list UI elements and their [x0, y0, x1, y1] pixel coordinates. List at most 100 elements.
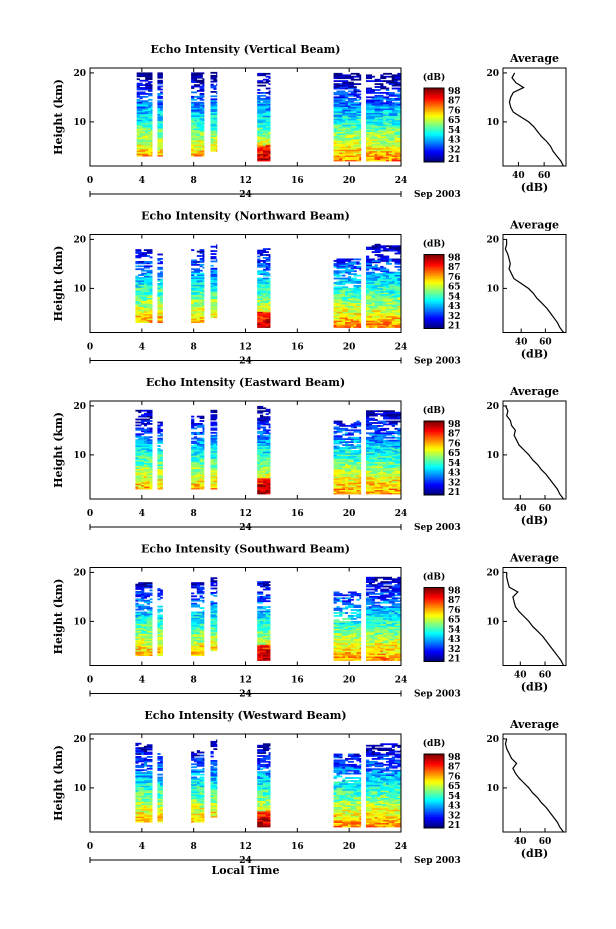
heatmap-cell [210, 446, 214, 449]
heatmap-cell [333, 87, 337, 90]
heatmap-cell [157, 150, 161, 153]
heatmap-cell [397, 292, 402, 295]
heatmap-cell [135, 794, 145, 797]
heatmap-cell [149, 318, 153, 321]
heatmap-cell [193, 642, 198, 645]
heatmap-cell [136, 119, 143, 122]
heatmap-cell [336, 265, 346, 268]
heatmap-cell [202, 315, 205, 318]
heatmap-cell [145, 131, 149, 133]
heatmap-cell [141, 448, 145, 450]
heatmap-cell [345, 444, 354, 446]
heatmap-cell [257, 287, 261, 290]
heatmap-cell [157, 109, 161, 111]
heatmap-cell [210, 148, 217, 151]
heatmap-cell [257, 127, 264, 130]
heatmap-cell [213, 468, 217, 471]
heatmap-cell [383, 111, 390, 113]
heatmap-cell [350, 472, 357, 474]
heatmap-cell [391, 425, 395, 427]
heatmap-cell [339, 137, 343, 140]
heatmap-cell [345, 112, 354, 115]
heatmap-cell [148, 103, 153, 106]
heatmap-cell [383, 115, 390, 118]
heatmap-cell [260, 305, 269, 308]
heatmap-cell [333, 292, 343, 295]
heatmap-cell [388, 587, 395, 589]
heatmap-cell [356, 258, 360, 261]
heatmap-cell [268, 90, 271, 93]
heatmap-cell [191, 585, 195, 587]
heatmap-cell [202, 303, 205, 306]
heatmap-cell [157, 652, 163, 655]
heatmap-cell [391, 324, 401, 327]
heatmap-cell [388, 656, 398, 658]
heatmap-cell [397, 317, 402, 320]
heatmap-cell [371, 114, 381, 116]
heatmap-cell [210, 487, 218, 490]
heatmap-cell [359, 158, 362, 160]
heatmap-cell [216, 477, 218, 480]
heatmap-cell [196, 319, 200, 322]
heatmap-cell [388, 308, 398, 311]
heatmap-cell [141, 449, 148, 452]
heatmap-cell [143, 452, 150, 455]
heatmap-cell [380, 86, 387, 88]
heatmap-cell [265, 419, 271, 421]
heatmap-cell [268, 616, 271, 619]
colorbar-swatch [424, 108, 444, 111]
colorbar-swatch [424, 433, 444, 437]
heatmap-cell [268, 644, 271, 647]
heatmap-cell [366, 591, 372, 594]
heatmap-cell [135, 817, 142, 820]
heatmap-cell [333, 601, 337, 604]
heatmap-cell [148, 129, 152, 132]
colorbar-swatch [424, 624, 444, 627]
heatmap-cell [143, 462, 153, 465]
heatmap-cell [377, 466, 384, 468]
heatmap-cell [388, 108, 395, 110]
heatmap-cell [374, 632, 384, 635]
heatmap-cell [141, 608, 145, 611]
heatmap-cell [350, 451, 354, 454]
heatmap-cell [383, 441, 390, 443]
heatmap-cell [257, 436, 267, 439]
heatmap-cell [199, 470, 203, 472]
heatmap-cell [388, 324, 392, 327]
heatmap-cell [336, 634, 343, 636]
heatmap-cell [210, 476, 218, 478]
heatmap-cell [345, 305, 354, 308]
heatmap-cell [350, 267, 360, 270]
heatmap-cell [383, 450, 392, 452]
heatmap-cell [257, 634, 264, 636]
heatmap-cell [138, 620, 148, 623]
heatmap-cell [202, 259, 205, 262]
heatmap-cell [265, 111, 271, 113]
heatmap-cell [257, 647, 264, 650]
heatmap-cell [380, 425, 384, 427]
heatmap-cell [371, 601, 381, 604]
heatmap-cell [397, 616, 402, 619]
heatmap-cell [257, 486, 264, 489]
heatmap-cell [149, 601, 153, 604]
heatmap-cell [368, 483, 375, 486]
heatmap-cell [191, 259, 195, 262]
heatmap-cell [347, 603, 354, 606]
heatmap-cell [191, 473, 198, 475]
heatmap-cell [386, 311, 395, 314]
heatmap-cell [135, 249, 142, 251]
heatmap-cell [143, 778, 148, 780]
heatmap-cell [333, 461, 340, 464]
heatmap-cell [157, 632, 161, 634]
heatmap-cell [333, 436, 343, 439]
heatmap-cell [350, 648, 354, 651]
heatmap-cell [268, 301, 271, 303]
heatmap-cell [260, 464, 266, 467]
heatmap-cell [356, 159, 362, 162]
heatmap-cell [262, 588, 271, 591]
heatmap-cell [353, 326, 360, 328]
heatmap-cell [257, 144, 267, 147]
heatmap-cell [386, 307, 395, 309]
colorbar-label: 87 [448, 263, 461, 273]
heatmap-cell [388, 290, 395, 293]
